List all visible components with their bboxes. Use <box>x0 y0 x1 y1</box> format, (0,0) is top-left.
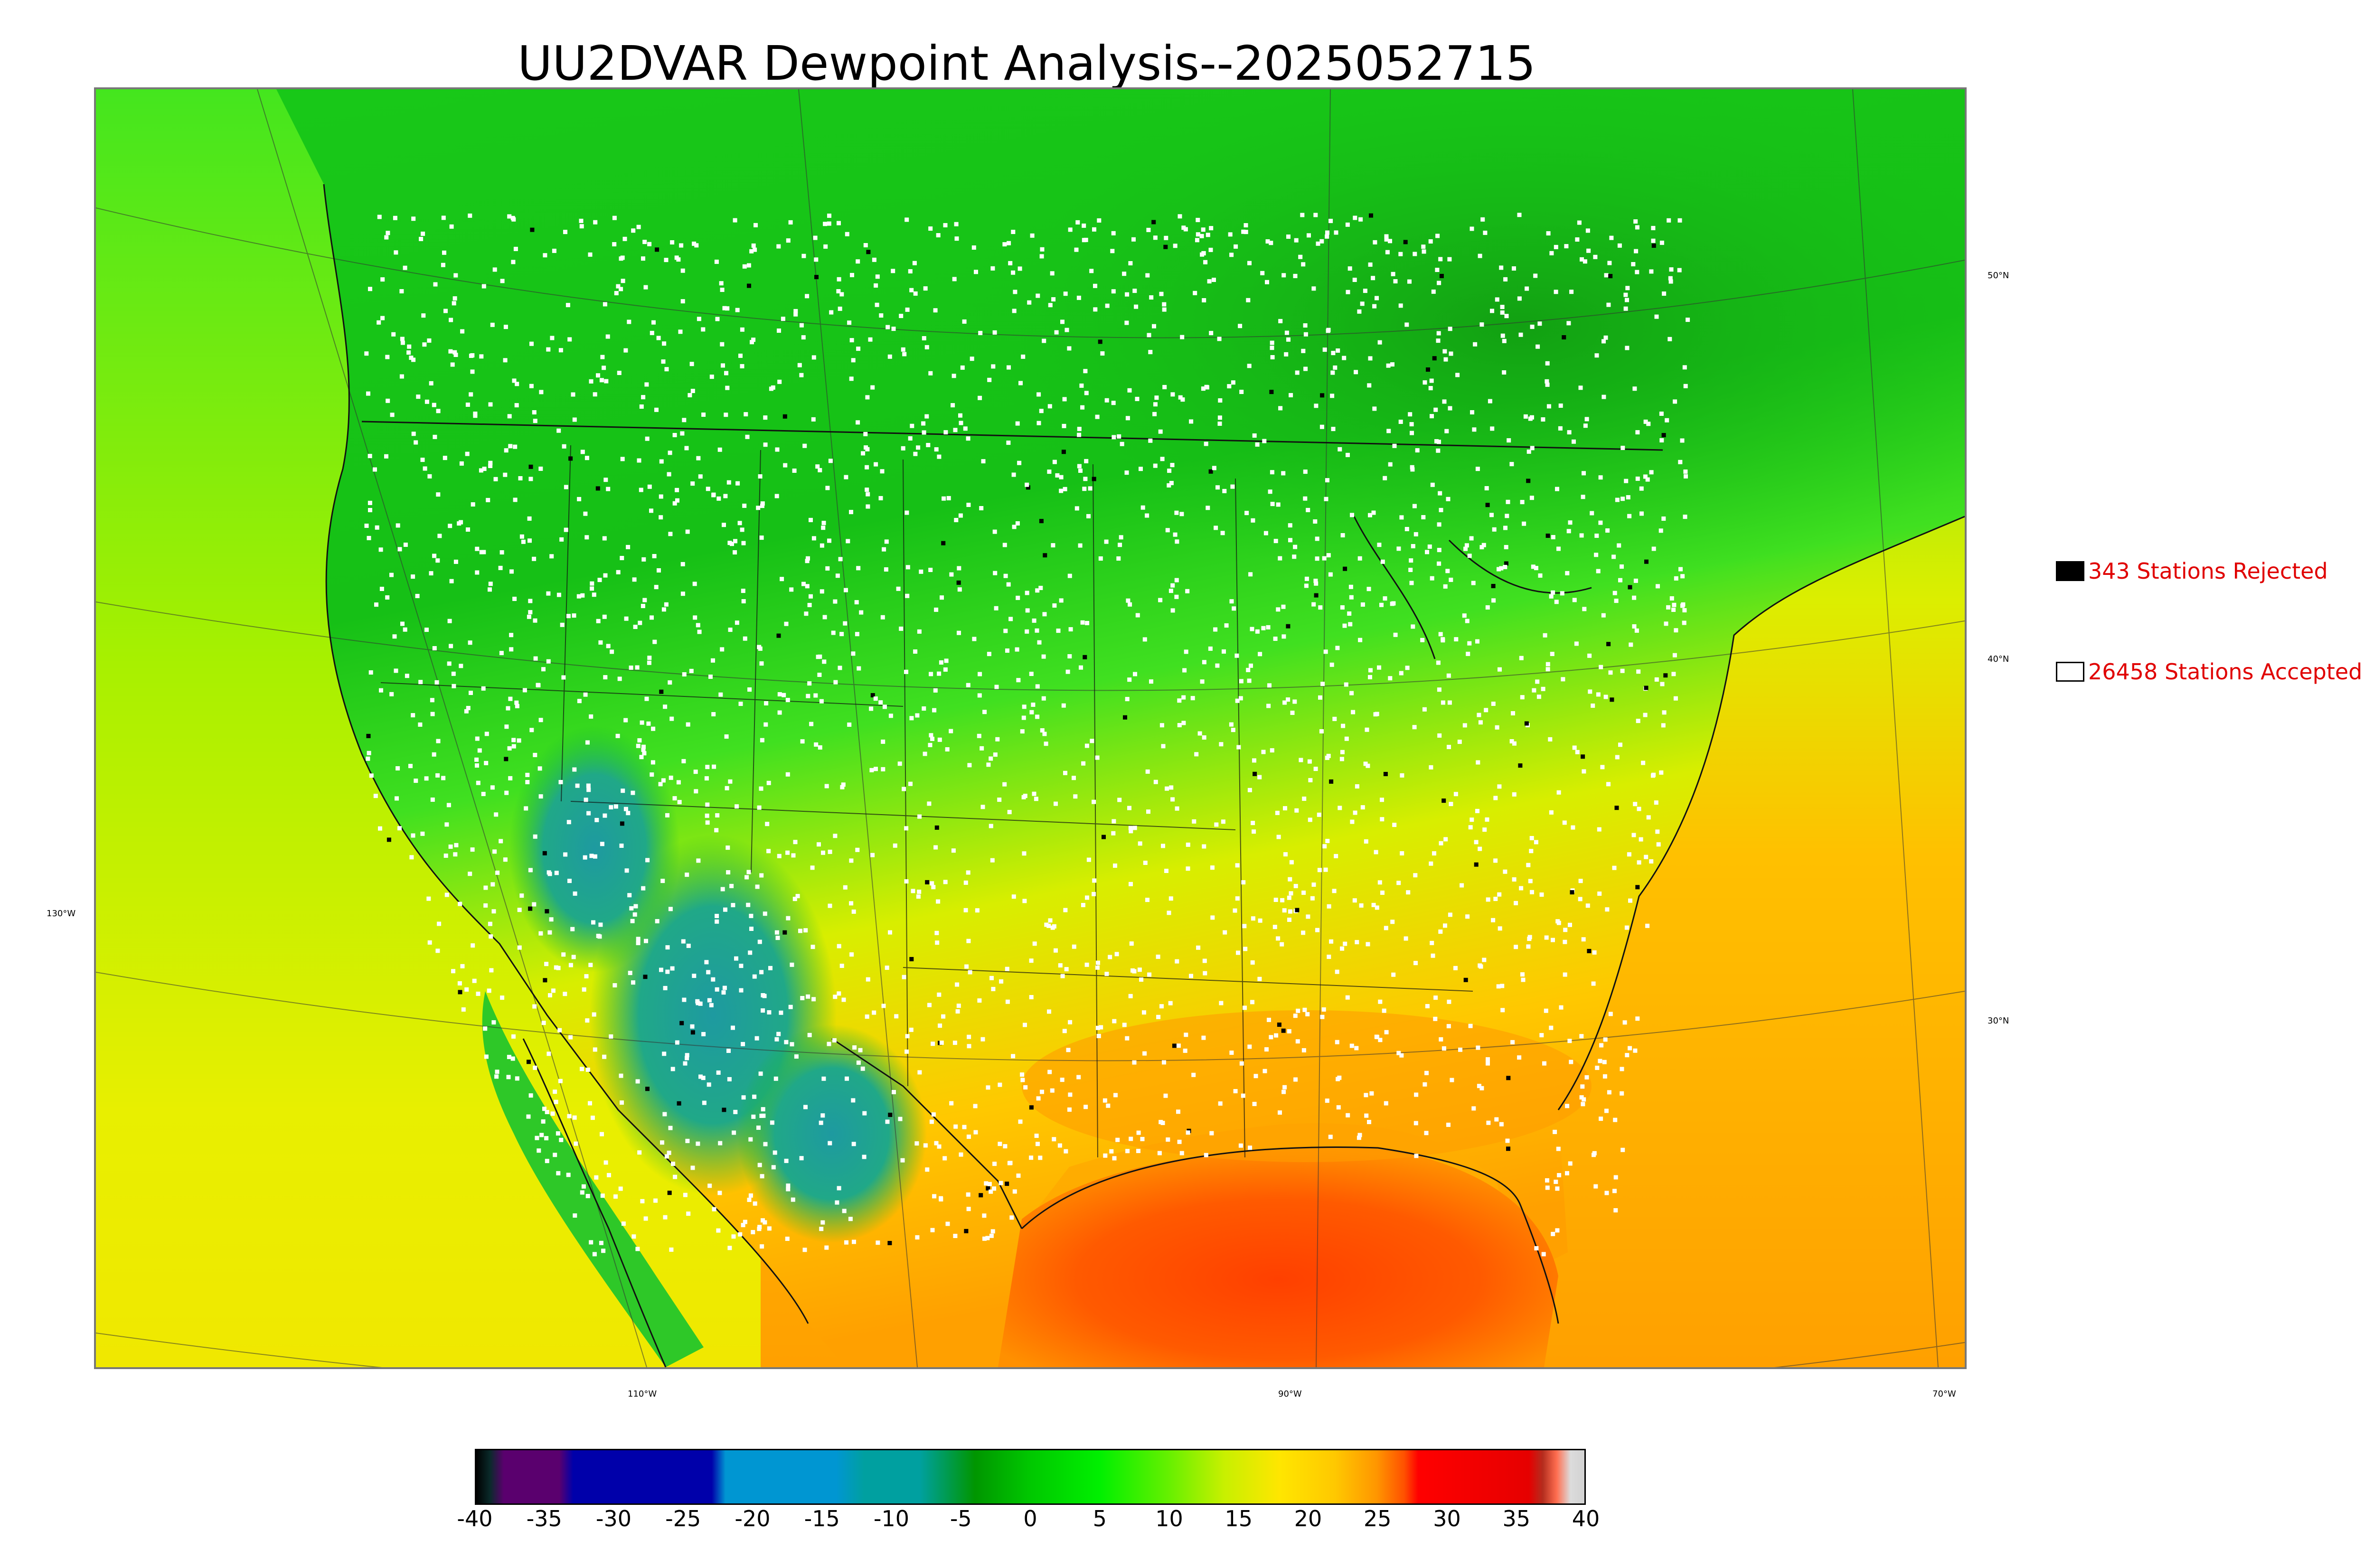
dewpoint-map <box>94 87 1967 1369</box>
colorbar-tick: 35 <box>1502 1506 1531 1531</box>
state-lines <box>380 445 1473 1158</box>
dewpoint-field <box>96 89 1965 1367</box>
colorbar-tick: 25 <box>1363 1506 1392 1531</box>
accepted-swatch <box>2056 662 2084 682</box>
legend-accepted: 26458 Stations Accepted <box>2056 659 2362 685</box>
lon-label-70w: 70°W <box>1932 1389 1956 1399</box>
colorbar-tick: 20 <box>1294 1506 1322 1531</box>
boundaries <box>323 184 1965 1367</box>
colorbar-tick: -25 <box>665 1506 701 1531</box>
colorbar-tick: -40 <box>457 1506 493 1531</box>
station-markers <box>364 213 1690 1257</box>
colorbar-tick: 0 <box>1023 1506 1037 1531</box>
colorbar-tick: -10 <box>873 1506 910 1531</box>
lat-label-50n: 50°N <box>1988 271 2009 281</box>
colorbar-tick: -20 <box>735 1506 771 1531</box>
colorbar-tick: 40 <box>1572 1506 1600 1531</box>
colorbar-tick: -30 <box>595 1506 632 1531</box>
colorbar-tick: 10 <box>1155 1506 1183 1531</box>
legend-rejected: 343 Stations Rejected <box>2056 558 2328 584</box>
colorbar-tick-labels: -40 -35 -30 -25 -20 -15 -10 -5 0 5 10 15 20 25 30 35 40 <box>457 1506 1600 1534</box>
map-title: UU2DVAR Dewpoint Analysis--2025052715 <box>518 36 1536 91</box>
rejected-label: 343 Stations Rejected <box>2088 558 2328 584</box>
colorbar <box>475 1449 1586 1505</box>
graticule <box>96 89 1965 1367</box>
rejected-swatch <box>2056 561 2084 581</box>
colorbar-tick: -35 <box>526 1506 562 1531</box>
colorbar-tick: 5 <box>1093 1506 1107 1531</box>
colorbar-tick: -15 <box>804 1506 840 1531</box>
accepted-label: 26458 Stations Accepted <box>2088 659 2363 685</box>
lon-label-90w: 90°W <box>1278 1389 1302 1399</box>
lon-label-110w: 110°W <box>628 1389 657 1399</box>
colorbar-tick: -5 <box>950 1506 972 1531</box>
colorbar-tick: 30 <box>1433 1506 1461 1531</box>
lat-label-40n: 40°N <box>1988 654 2009 664</box>
lat-label-30n: 30°N <box>1988 1016 2009 1026</box>
colorbar-tick: 15 <box>1225 1506 1253 1531</box>
lon-label-130w: 130°W <box>47 909 76 919</box>
